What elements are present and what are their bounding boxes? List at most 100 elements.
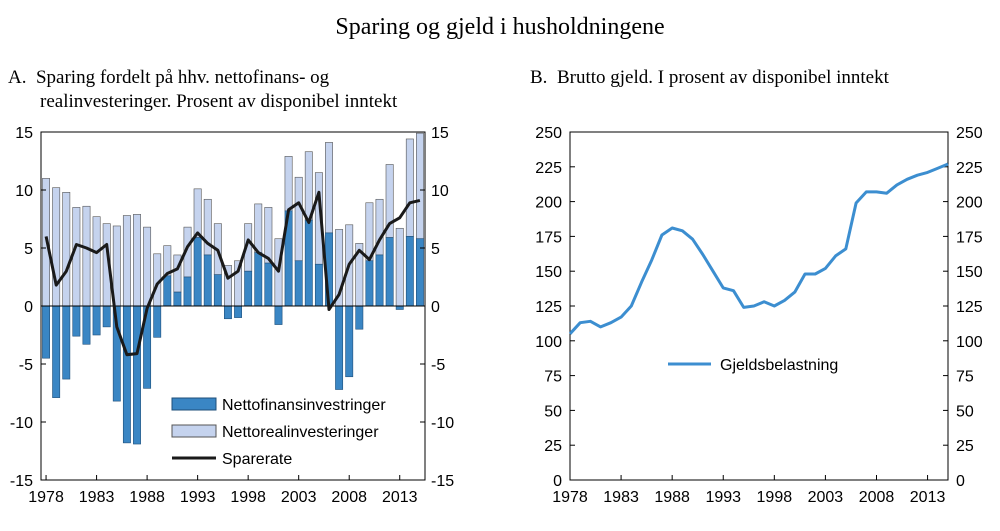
panel-b-xtick-label: 1978: [552, 489, 588, 506]
panel-b-ytick-label-right: 150: [956, 264, 983, 281]
panel-b-ytick-label-left: 200: [535, 195, 562, 212]
panel-a-ytick-label-right: 15: [431, 125, 449, 142]
bar-nettofinans: [133, 305, 141, 445]
panel-a-ytick-label-right: 10: [431, 183, 449, 200]
panel-b-ytick-label-left: 150: [535, 264, 562, 281]
bar-nettoreal: [395, 227, 404, 307]
panel-b-ytick-label-left: 25: [544, 438, 562, 455]
bar-nettofinans: [304, 219, 313, 307]
panel-b-xtick-label: 1998: [757, 489, 793, 506]
panel-b-ytick-label-right: 100: [956, 334, 983, 351]
panel-a-ytick-label-right: 5: [431, 241, 440, 258]
bar-nettoreal: [143, 226, 152, 307]
bar-nettofinans: [213, 274, 222, 307]
main-title: Sparing og gjeld i husholdningene: [335, 14, 665, 40]
bar-nettofinans: [335, 305, 344, 390]
panel-b-frame: [569, 131, 949, 481]
bar-nettofinans: [395, 305, 404, 310]
panel-b-ytick-label-right: 225: [956, 160, 983, 177]
bar-nettofinans: [365, 260, 374, 307]
panel-b-ytick-label-right: 175: [956, 229, 983, 246]
panel-b-ytick-label-left: 125: [535, 299, 562, 316]
legend-label-sparerate: Sparerate: [222, 451, 292, 468]
panel-b-xtick-label: 2003: [808, 489, 844, 506]
panel-b-ytick-label-left: 50: [544, 403, 562, 420]
panel-b-ytick-label-right: 250: [956, 125, 983, 142]
panel-a-title: A. Sparing fordelt på hhv. nettofinans- …: [8, 66, 397, 114]
bar-nettoreal: [294, 176, 303, 262]
panel-b-ytick-label-left: 0: [553, 473, 562, 490]
panel-b-ytick-label-right: 0: [956, 473, 965, 490]
bar-nettofinans: [153, 305, 162, 338]
panel-b-xtick-label: 1983: [603, 489, 639, 506]
panel-a-xtick-label: 1978: [28, 489, 64, 506]
line-gjeldsbelastning: [568, 162, 949, 335]
panel-b-ytick-label-left: 100: [535, 334, 562, 351]
bar-nettoreal: [62, 192, 71, 307]
bar-nettofinans: [193, 237, 202, 307]
bar-nettoreal: [92, 216, 101, 307]
panel-b-xtick-label: 1993: [705, 489, 741, 506]
bar-nettofinans: [405, 236, 414, 307]
legend-swatch-nettofinans: [171, 397, 217, 411]
panel-a-xtick-label: 1988: [129, 489, 165, 506]
bar-nettoreal: [193, 188, 202, 238]
panel-a-xtick-label: 2008: [331, 489, 367, 506]
panel-b-ytick-label-right: 50: [956, 403, 974, 420]
bar-nettoreal: [72, 207, 81, 307]
bar-nettofinans: [203, 254, 212, 307]
panel-b-xtick-label: 2008: [859, 489, 895, 506]
bar-nettofinans: [416, 238, 424, 307]
panel-a-xtick-label: 2013: [382, 489, 418, 506]
bar-nettoreal: [416, 132, 424, 240]
panel-b-ytick-label-left: 225: [535, 160, 562, 177]
bar-nettofinans: [345, 305, 354, 378]
panel-a-xtick-label: 1998: [230, 489, 266, 506]
bar-nettofinans: [62, 305, 71, 380]
panel-a-xtick-label: 2003: [281, 489, 317, 506]
bar-nettofinans: [274, 305, 283, 325]
legend-swatch-nettoreal: [171, 424, 217, 438]
panel-b-xtick-label: 1988: [654, 489, 690, 506]
bar-nettofinans: [173, 291, 182, 307]
legend-label-gjeld: Gjeldsbelastning: [720, 357, 838, 374]
bar-nettoreal: [405, 138, 414, 237]
panel-a-ytick-label-left: -15: [10, 473, 33, 490]
bar-nettofinans: [385, 237, 394, 307]
bar-nettofinans: [355, 305, 364, 330]
bar-nettofinans: [294, 260, 303, 307]
panel-b-ytick-label-right: 25: [956, 438, 974, 455]
bar-nettofinans: [72, 305, 81, 337]
bar-nettoreal: [325, 142, 333, 234]
bar-nettoreal: [82, 205, 91, 307]
bar-nettofinans: [52, 305, 61, 398]
line-sparerate: [44, 190, 421, 357]
bar-nettoreal: [122, 215, 131, 307]
panel-b-ytick-label-left: 75: [544, 369, 562, 386]
bar-nettoreal: [304, 151, 313, 221]
panel-b-title: B. Brutto gjeld. I prosent av disponibel…: [530, 66, 889, 90]
panel-a-xtick-label: 1993: [180, 489, 216, 506]
panel-a-title-line2: realinvesteringer. Prosent av disponibel…: [40, 91, 398, 112]
bar-nettofinans: [82, 305, 91, 345]
panel-b-ytick-label-left: 175: [535, 229, 562, 246]
bar-nettofinans: [375, 254, 384, 307]
panel-b-ytick-label-right: 125: [956, 299, 983, 316]
bar-nettofinans: [102, 305, 111, 328]
panel-b-ytick-label-left: 250: [535, 125, 562, 142]
panel-b-ytick-label-right: 200: [956, 195, 983, 212]
bar-nettoreal: [133, 214, 141, 307]
bar-nettofinans: [163, 275, 172, 307]
panel-a-ytick-label-left: 15: [15, 125, 33, 142]
bar-nettofinans: [42, 305, 50, 359]
panel-a-ytick-label-left: 10: [15, 183, 33, 200]
bar-nettofinans: [224, 305, 232, 320]
panel-a-ytick-label-right: -10: [431, 415, 454, 432]
panel-a-xtick-label: 1983: [79, 489, 115, 506]
bar-nettofinans: [92, 305, 101, 336]
panel-a-ytick-label-right: 0: [431, 299, 440, 316]
panel-a-ytick-label-left: -10: [10, 415, 33, 432]
panel-b-ytick-label-right: 75: [956, 369, 974, 386]
panel-b-xtick-label: 2013: [910, 489, 946, 506]
